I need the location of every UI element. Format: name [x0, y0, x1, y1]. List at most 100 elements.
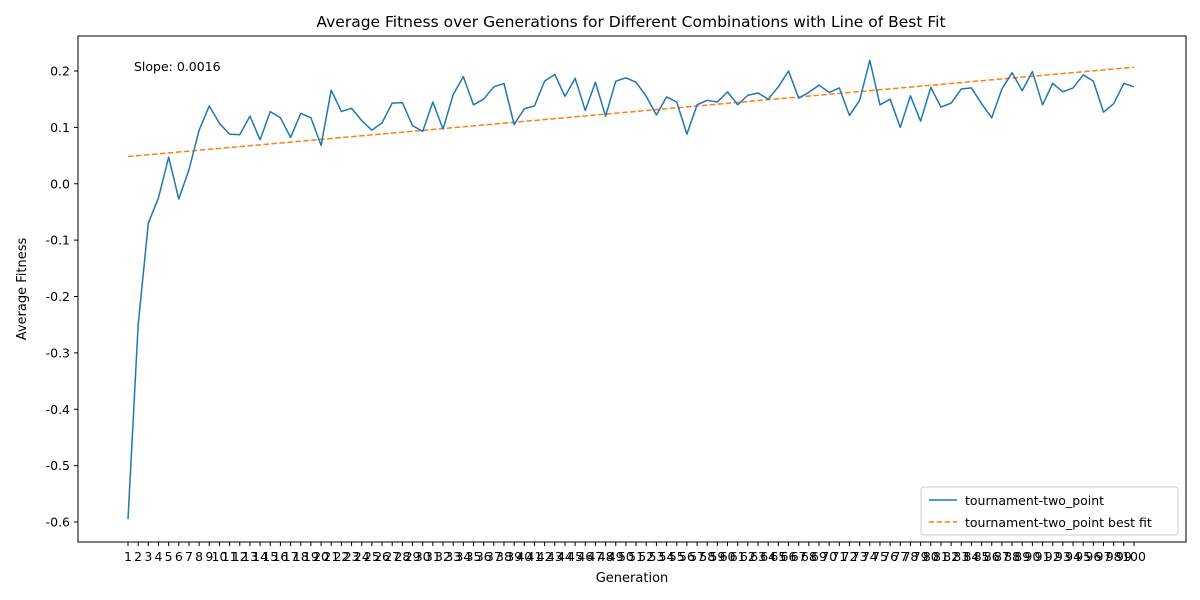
x-tick-label: 61 [730, 549, 746, 564]
legend-label-best-fit: tournament-two_point best fit [965, 515, 1152, 530]
x-tick-label: 40 [516, 549, 532, 564]
slope-annotation: Slope: 0.0016 [134, 59, 221, 74]
x-tick-label: 66 [781, 549, 797, 564]
x-tick-label: 37 [486, 549, 502, 564]
x-tick-label: 97 [1096, 549, 1112, 564]
x-tick-label: 18 [293, 549, 309, 564]
x-tick-label: 10 [212, 549, 228, 564]
x-tick-label: 30 [415, 549, 431, 564]
x-tick-label: 5 [165, 549, 173, 564]
x-tick-label: 16 [272, 549, 288, 564]
x-tick-label: 53 [648, 549, 664, 564]
best-fit-line [127, 66, 1135, 158]
x-tick-label: 39 [506, 549, 522, 564]
x-tick-label: 22 [333, 549, 349, 564]
x-tick-label: 69 [811, 549, 827, 564]
x-tick-label: 98 [1106, 549, 1122, 564]
x-tick-label: 100 [1122, 549, 1146, 564]
x-tick-label: 59 [709, 549, 725, 564]
x-tick-label: 50 [618, 549, 634, 564]
x-tick-label: 58 [699, 549, 715, 564]
x-tick-label: 94 [1065, 549, 1081, 564]
x-tick-label: 42 [537, 549, 553, 564]
x-tick-label: 76 [882, 549, 898, 564]
x-tick-label: 89 [1014, 549, 1030, 564]
y-tick-label: 0.1 [50, 120, 70, 135]
x-tick-label: 91 [1035, 549, 1051, 564]
x-tick-label: 84 [963, 549, 979, 564]
y-tick-label: -0.3 [46, 345, 70, 360]
x-tick-label: 86 [984, 549, 1000, 564]
x-tick-label: 49 [608, 549, 624, 564]
x-tick-label: 36 [476, 549, 492, 564]
x-tick-label: 51 [628, 549, 644, 564]
x-tick-label: 78 [902, 549, 918, 564]
x-tick-label: 56 [679, 549, 695, 564]
x-tick-label: 46 [577, 549, 593, 564]
x-tick-label: 79 [913, 549, 929, 564]
chart-title: Average Fitness over Generations for Dif… [316, 13, 945, 31]
x-tick-label: 72 [842, 549, 858, 564]
x-tick-label: 63 [750, 549, 766, 564]
y-tick-label: 0.0 [50, 176, 70, 191]
x-tick-label: 7 [185, 549, 193, 564]
x-tick-label: 28 [394, 549, 410, 564]
series-line-tournament-two-point [127, 59, 1135, 520]
x-tick-label: 14 [252, 549, 268, 564]
x-tick-label: 82 [943, 549, 959, 564]
x-tick-label: 75 [872, 549, 888, 564]
x-tick-label: 26 [374, 549, 390, 564]
x-tick-label: 41 [527, 549, 543, 564]
legend-label-series: tournament-two_point [965, 493, 1104, 508]
y-axis: -0.6 -0.5 -0.4 -0.3 -0.2 -0.1 0.0 0.1 0.2 [46, 64, 78, 530]
x-tick-label: 87 [994, 549, 1010, 564]
x-tick-label: 31 [425, 549, 441, 564]
x-tick-label: 80 [923, 549, 939, 564]
x-tick-label: 71 [831, 549, 847, 564]
y-tick-label: 0.2 [50, 64, 70, 79]
x-tick-label: 96 [1085, 549, 1101, 564]
x-tick-label: 62 [740, 549, 756, 564]
plot-area [77, 35, 1187, 543]
x-tick-label: 6 [175, 549, 183, 564]
x-tick-label: 21 [323, 549, 339, 564]
x-tick-label: 2 [134, 549, 142, 564]
x-tick-label: 57 [689, 549, 705, 564]
x-tick-label: 81 [933, 549, 949, 564]
x-tick-label: 38 [496, 549, 512, 564]
x-tick-label: 52 [638, 549, 654, 564]
x-tick-label: 70 [821, 549, 837, 564]
x-tick-label: 27 [384, 549, 400, 564]
x-tick-label: 48 [598, 549, 614, 564]
x-tick-label: 65 [770, 549, 786, 564]
x-tick-label: 47 [587, 549, 603, 564]
legend-box [920, 486, 1179, 536]
x-tick-label: 34 [455, 549, 471, 564]
y-tick-label: -0.4 [46, 402, 70, 417]
x-tick-label: 73 [852, 549, 868, 564]
y-axis-title: Average Fitness [15, 238, 30, 341]
x-tick-label: 60 [720, 549, 736, 564]
plot-frame [77, 35, 1187, 543]
x-tick-label: 8 [195, 549, 203, 564]
x-tick-label: 90 [1024, 549, 1040, 564]
x-tick-label: 45 [567, 549, 583, 564]
legend: tournament-two_point tournament-two_poin… [920, 486, 1179, 536]
x-tick-label: 55 [669, 549, 685, 564]
x-axis-title: Generation [596, 571, 669, 586]
x-tick-label: 93 [1055, 549, 1071, 564]
x-tick-label: 85 [974, 549, 990, 564]
y-tick-label: -0.2 [46, 289, 70, 304]
x-tick-label: 95 [1075, 549, 1091, 564]
x-tick-label: 67 [791, 549, 807, 564]
x-tick-label: 12 [232, 549, 248, 564]
x-tick-label: 25 [364, 549, 380, 564]
x-tick-label: 92 [1045, 549, 1061, 564]
x-tick-label: 4 [155, 549, 163, 564]
x-tick-label: 11 [222, 549, 238, 564]
x-axis: 1 2 3 4 5 6 7 8 91011121314151617181920212223242… [124, 542, 1146, 564]
x-tick-label: 35 [466, 549, 482, 564]
x-tick-label: 64 [760, 549, 776, 564]
x-tick-label: 43 [547, 549, 563, 564]
